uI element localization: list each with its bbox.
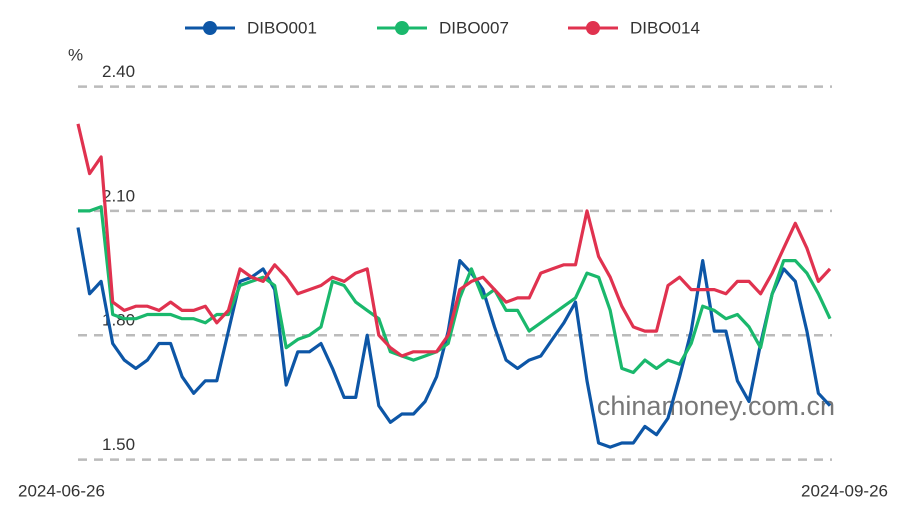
legend-item: DIBO014	[568, 18, 700, 37]
legend-marker	[586, 21, 600, 35]
x-tick-label: 2024-06-26	[18, 481, 105, 500]
legend-marker	[203, 21, 217, 35]
series-line	[76, 227, 832, 449]
series-line	[76, 123, 832, 358]
y-tick-label: 1.50	[102, 435, 135, 454]
y-tick-label: 2.40	[102, 62, 135, 81]
legend-marker	[395, 21, 409, 35]
legend-item: DIBO007	[377, 18, 509, 37]
series-line	[78, 205, 832, 375]
watermark: chinamoney.com.cn	[597, 391, 835, 421]
legend-label: DIBO007	[439, 18, 509, 37]
x-tick-label: 2024-09-26	[801, 481, 888, 500]
legend-label: DIBO001	[247, 18, 317, 37]
unit-label: %	[68, 45, 83, 64]
legend-item: DIBO001	[185, 18, 317, 37]
legend-label: DIBO014	[630, 18, 700, 37]
y-tick-label: 2.10	[102, 186, 135, 205]
